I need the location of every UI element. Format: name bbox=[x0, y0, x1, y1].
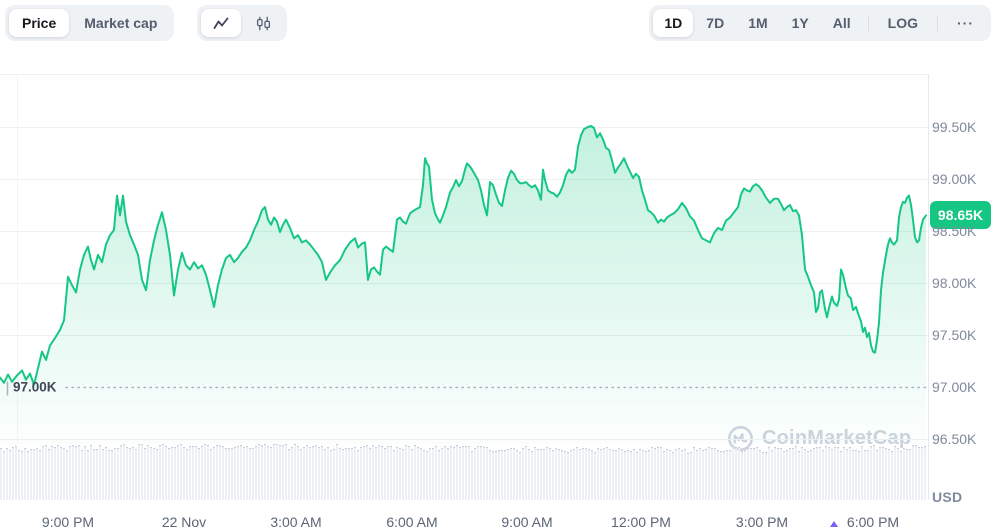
candlestick-chart-toggle-button[interactable] bbox=[243, 9, 283, 37]
y-tick-label: 98.50K bbox=[932, 223, 977, 239]
cursor-marker bbox=[830, 521, 838, 527]
y-tick-label: 96.50K bbox=[932, 431, 977, 447]
time-range-group: 1D 7D 1M 1Y All LOG ··· bbox=[649, 5, 991, 41]
x-tick-label: 12:00 PM bbox=[611, 514, 671, 530]
x-tick-label: 9:00 AM bbox=[501, 514, 553, 530]
chart-type-toggle-group bbox=[197, 5, 287, 41]
y-tick-label: 99.50K bbox=[932, 119, 977, 135]
metric-toggle-price[interactable]: Price bbox=[9, 9, 70, 37]
line-chart-icon bbox=[213, 17, 229, 29]
x-tick-label: 6:00 AM bbox=[386, 514, 438, 530]
range-buttons: 1D 7D 1M 1Y All bbox=[653, 9, 861, 37]
x-tick-label: 9:00 PM bbox=[41, 514, 95, 530]
y-tick-label: 99.00K bbox=[932, 171, 977, 187]
metric-toggle-group: Price Market cap bbox=[5, 5, 175, 41]
y-axis-unit-label: USD bbox=[932, 489, 963, 505]
x-tick-label: 22 Nov bbox=[161, 514, 207, 530]
y-tick-label: 97.50K bbox=[932, 327, 977, 343]
range-button-7d[interactable]: 7D bbox=[695, 9, 735, 37]
metric-toggle-market-cap[interactable]: Market cap bbox=[71, 9, 170, 37]
more-options-button[interactable]: ··· bbox=[944, 9, 987, 37]
y-tick-label: 97.00K bbox=[932, 379, 977, 395]
session-low-label: 97.00K bbox=[13, 379, 57, 395]
x-tick-label: 6:00 PM bbox=[846, 514, 900, 530]
candlestick-chart-icon bbox=[256, 16, 270, 30]
divider bbox=[937, 15, 938, 31]
current-price-badge: 98.65K bbox=[930, 201, 991, 229]
range-button-1m[interactable]: 1M bbox=[737, 9, 778, 37]
line-chart-toggle-button[interactable] bbox=[201, 9, 241, 37]
y-tick-label: 98.00K bbox=[932, 275, 977, 291]
x-tick-label: 3:00 AM bbox=[270, 514, 322, 530]
range-button-1y[interactable]: 1Y bbox=[781, 9, 820, 37]
range-button-all[interactable]: All bbox=[822, 9, 862, 37]
x-tick-label: 3:00 PM bbox=[735, 514, 789, 530]
divider bbox=[867, 15, 869, 31]
range-button-1d[interactable]: 1D bbox=[653, 9, 694, 37]
log-scale-button[interactable]: LOG bbox=[875, 9, 931, 37]
